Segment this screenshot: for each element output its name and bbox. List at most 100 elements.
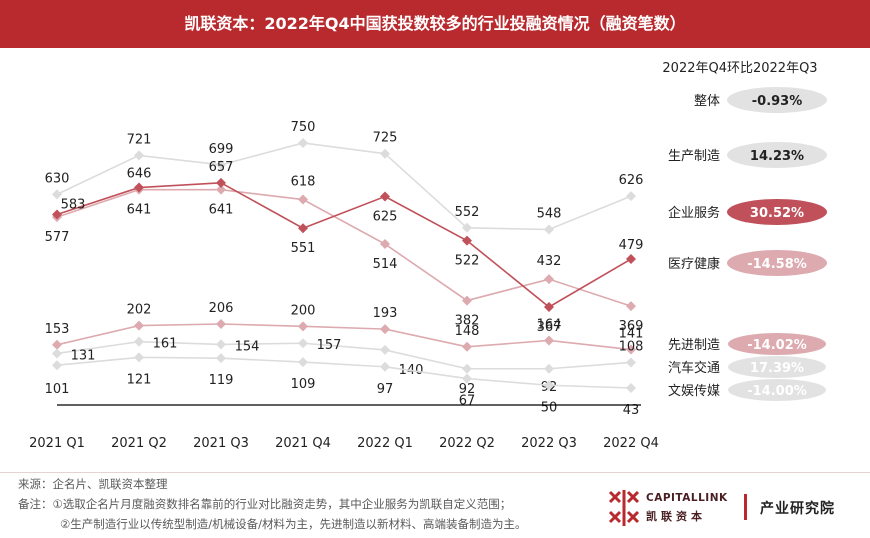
data-point [134,150,144,161]
data-label: 153 [45,322,70,337]
data-label: 626 [619,173,644,188]
data-point [544,380,554,391]
remark-note-2: ②生产制造行业以传统型制造/机械设备/材料为主，先进制造以新材料、高端装备制造为… [60,517,527,531]
data-point [134,352,144,363]
x-tick-label: 2022 Q3 [521,436,577,451]
data-label: 131 [71,348,96,363]
data-point [216,177,226,188]
series-name-label: 医疗健康 [668,256,720,272]
data-label: 625 [373,210,398,225]
change-badge [727,142,827,168]
data-label: 67 [459,394,476,409]
source-note: 来源：企名片、凯联资本整理 [18,477,168,491]
data-point [380,191,390,202]
change-badge [728,356,826,378]
footer-divider [0,472,870,473]
change-badge-value: -0.93% [752,94,803,109]
logo-department: 产业研究院 [760,501,835,517]
data-point [216,353,226,364]
data-label: 382 [455,314,480,329]
x-tick-label: 2021 Q4 [275,436,331,451]
chart-area: 630 721 699 750 725 552 548 626 577 641 641 618 514 3… [29,61,827,451]
logo-separator [744,494,747,520]
data-label: 522 [455,254,480,269]
x-tick-label: 2022 Q4 [603,436,659,451]
data-point [626,383,636,393]
data-label: 750 [291,120,316,135]
data-point [626,191,636,202]
logo-text-cn: 凯联资本 [646,510,706,523]
data-point [298,138,308,148]
x-tick-label: 2021 Q3 [193,436,249,451]
data-label: 514 [373,257,398,272]
data-label: 193 [373,306,398,321]
data-label: 657 [209,160,234,175]
remark-note-1: 备注：①选取企名片月度融资数排名靠前的行业对比融资走势，其中企业服务为凯联自定义… [18,497,512,511]
data-point [298,321,308,332]
data-point [380,324,390,335]
series-name-label: 汽车交通 [668,360,720,376]
change-badge [727,199,827,225]
data-point [544,302,554,312]
data-point [380,148,390,159]
data-point [298,338,308,349]
data-label: 206 [209,301,234,316]
data-label: 108 [619,339,644,354]
data-label: 367 [537,320,562,335]
data-label: 641 [209,203,234,218]
series-line-汽车交通 [56,340,632,370]
data-point [52,209,62,220]
change-badge-value: -14.00% [747,384,807,399]
data-point [298,357,308,368]
comparison-header: 2022年Q4环比2022年Q3 [662,61,817,76]
series-name-label: 先进制造 [668,338,720,353]
series-name-label: 整体 [694,94,720,109]
data-label: 630 [45,171,70,186]
data-point [462,341,472,352]
data-label: 141 [619,327,644,342]
data-label: 548 [537,206,562,221]
capitallink-logo-icon [608,490,640,526]
change-badge-value: 30.52% [750,206,804,221]
series-line-文娱传媒 [56,356,632,389]
x-tick-label: 2021 Q1 [29,436,85,451]
data-label: 583 [61,198,86,213]
data-point [462,235,472,246]
x-tick-label: 2021 Q2 [111,436,167,451]
data-label: 646 [127,167,152,182]
data-point [380,344,390,355]
data-point [380,239,390,250]
data-point [462,373,472,384]
data-label: 101 [45,382,70,397]
data-point [52,189,62,200]
change-badge-value: -14.58% [747,257,807,272]
data-point [626,254,636,265]
data-point [544,335,554,346]
series-line-先进制造 [56,323,632,351]
series-name-label: 生产制造 [668,149,720,164]
data-point [134,320,144,331]
series-name-label: 文娱传媒 [668,384,720,399]
logo-text-en: CAPITALLINK [646,492,728,504]
data-label: 109 [291,377,316,392]
data-point [544,224,554,235]
change-badge [728,379,826,401]
data-label: 148 [455,324,480,339]
change-badge [727,250,827,276]
data-label: 200 [291,303,316,318]
change-badge-value: 14.23% [750,149,804,164]
data-label: 97 [377,382,394,397]
data-point [462,222,472,233]
data-point [216,159,226,170]
data-point [462,363,472,374]
data-point [626,357,636,368]
data-label: 725 [373,131,398,146]
data-point [52,339,62,350]
change-badge [728,333,826,355]
data-label: 157 [317,338,342,353]
data-label: 552 [455,205,480,220]
data-point [626,344,636,355]
data-label: 50 [541,400,558,415]
data-label: 432 [537,254,562,269]
series-line-整体 [56,142,632,231]
